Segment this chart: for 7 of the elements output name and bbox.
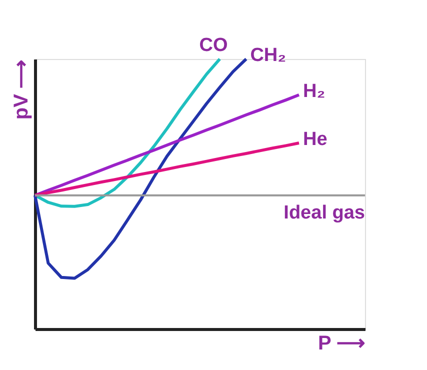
series-label: CH₂ [250, 45, 286, 66]
y-axis-title: pV ⟶ [10, 60, 32, 120]
x-axis-title: P ⟶ [318, 332, 366, 354]
ref-line-label: Ideal gas [284, 202, 365, 224]
series-label: He [303, 128, 328, 150]
series-label: CO [199, 35, 228, 56]
series-label: H₂ [303, 80, 326, 102]
